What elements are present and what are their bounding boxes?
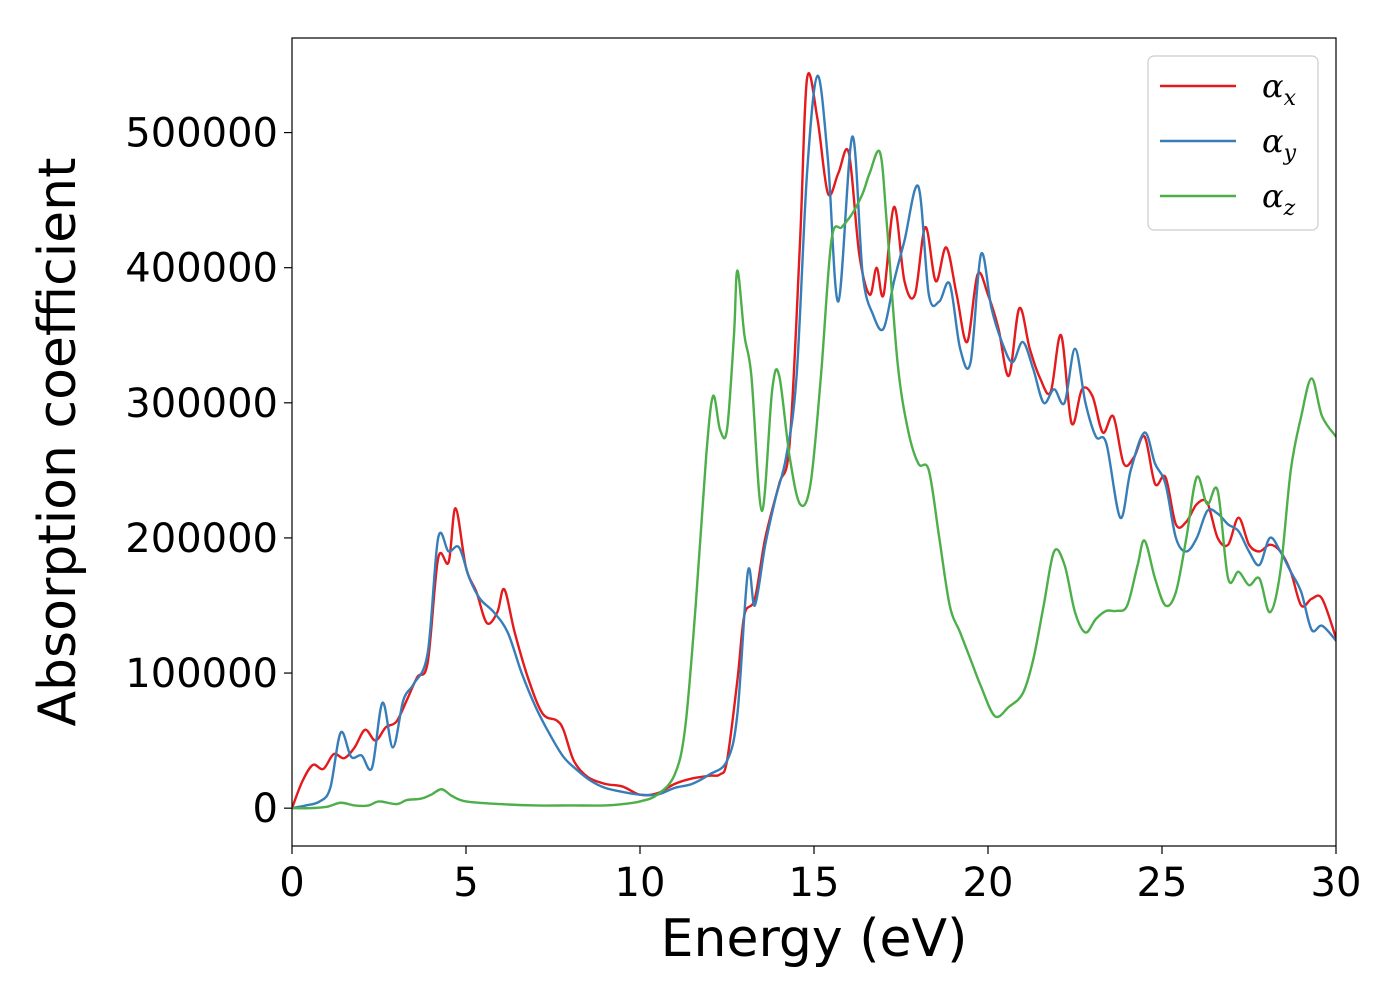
legend-box xyxy=(1147,55,1319,231)
x-tick-label: 15 xyxy=(789,860,840,906)
legend-label-alpha-z: αz xyxy=(1262,177,1296,221)
x-axis: 0 5 10 15 20 25 30 xyxy=(279,846,1361,906)
y-tick-label: 100000 xyxy=(125,651,278,697)
legend-label-symbol: α xyxy=(1262,122,1284,160)
series-group xyxy=(292,71,1336,810)
y-tick-label: 400000 xyxy=(125,246,278,292)
y-tick-label: 500000 xyxy=(125,111,278,157)
legend-label-subscript: z xyxy=(1283,196,1296,221)
x-tick-label: 5 xyxy=(453,860,478,906)
legend-label-subscript: y xyxy=(1283,141,1297,166)
y-axis: 0 100000 200000 300000 400000 500000 xyxy=(125,111,292,832)
x-tick-label: 20 xyxy=(963,860,1014,906)
x-tick-label: 0 xyxy=(279,860,304,906)
legend-label-symbol: α xyxy=(1262,67,1284,105)
y-axis-title: Absorption coefficient xyxy=(28,157,88,726)
series-line-alpha-y xyxy=(292,74,1336,810)
legend-label-alpha-x: αx xyxy=(1262,67,1297,111)
x-tick-label: 10 xyxy=(615,860,666,906)
legend-label-subscript: x xyxy=(1284,86,1297,111)
y-tick-label: 300000 xyxy=(125,381,278,427)
legend-label-alpha-y: αy xyxy=(1262,122,1297,166)
x-axis-title: Energy (eV) xyxy=(661,909,968,969)
y-tick-label: 0 xyxy=(253,786,278,832)
series-line-alpha-x xyxy=(292,71,1336,810)
x-tick-label: 25 xyxy=(1137,860,1188,906)
y-tick-label: 200000 xyxy=(125,516,278,562)
x-tick-label: 30 xyxy=(1311,860,1362,906)
series-line-alpha-z xyxy=(292,149,1336,810)
legend-label-symbol: α xyxy=(1262,177,1284,215)
